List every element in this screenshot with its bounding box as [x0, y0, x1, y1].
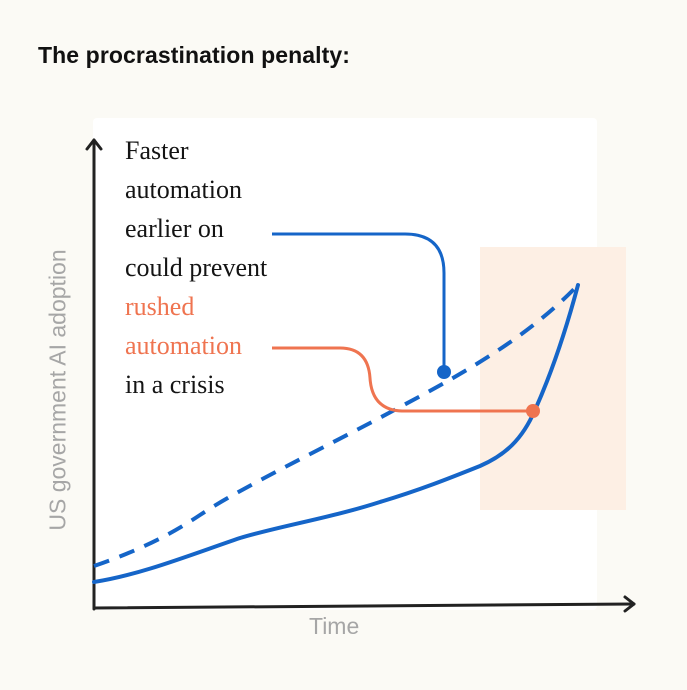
annotation-line-highlight: rushed [125, 292, 195, 321]
chart-title: The procrastination penalty: [38, 42, 351, 68]
x-axis [92, 602, 636, 610]
annotation-line-highlight: automation [125, 331, 242, 360]
blue-leader-line [272, 232, 446, 371]
x-axis-arrow-icon [623, 595, 636, 613]
axes [85, 138, 636, 613]
orange-leader-line [272, 346, 533, 413]
annotation-line: Faster [125, 136, 189, 165]
x-axis-label: Time [309, 613, 360, 639]
annotation-line: could prevent [125, 253, 268, 282]
blue-marker-dot [437, 365, 451, 379]
annotation-line: in a crisis [125, 370, 225, 399]
annotation-line: earlier on [125, 214, 224, 243]
y-axis-arrow-icon [85, 138, 103, 151]
annotation-line: automation [125, 175, 242, 204]
annotation-text: Faster automation earlier on could preve… [125, 131, 267, 404]
orange-marker-dot [526, 404, 540, 418]
dashed-curve-early-automation [93, 283, 580, 568]
y-axis-label: US government AI adoption [44, 249, 71, 531]
crisis-zone [480, 247, 626, 510]
solid-curve-rushed-automation [92, 283, 580, 584]
